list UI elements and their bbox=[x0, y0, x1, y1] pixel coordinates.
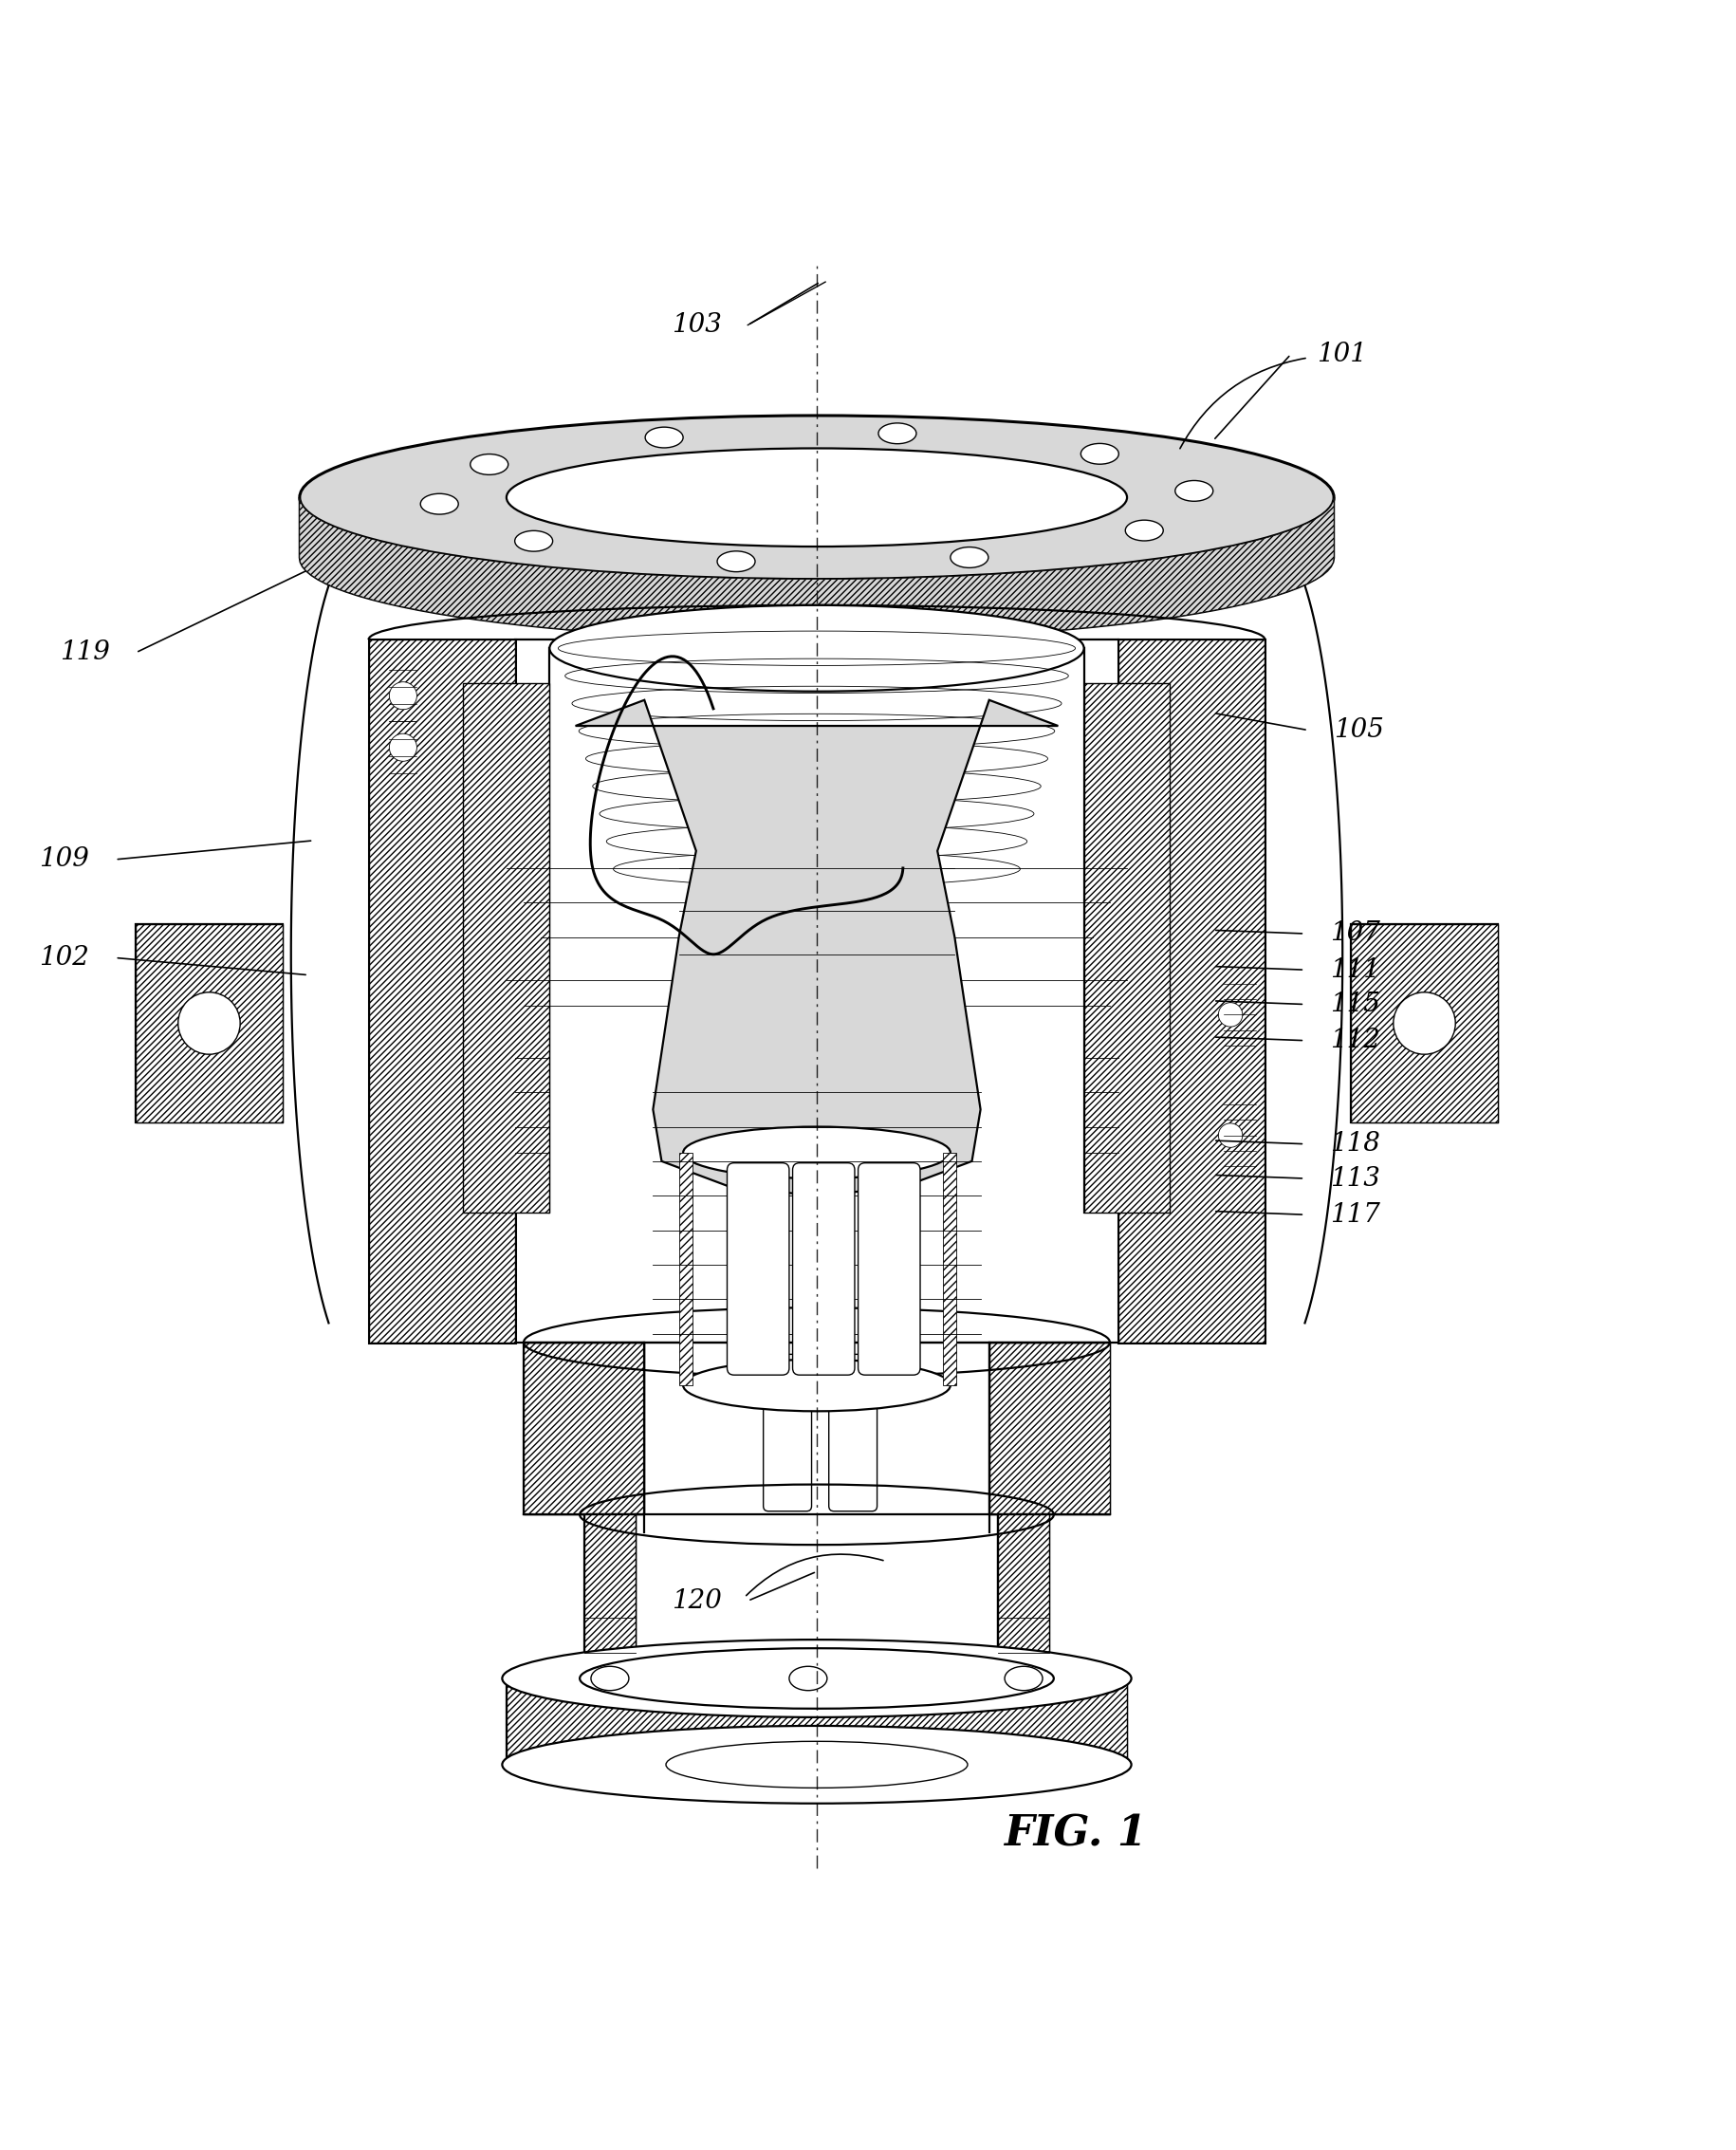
FancyBboxPatch shape bbox=[762, 1354, 811, 1511]
FancyBboxPatch shape bbox=[524, 1342, 644, 1514]
Text: 112: 112 bbox=[1330, 1028, 1380, 1054]
Text: 101: 101 bbox=[1316, 342, 1366, 368]
Text: 102: 102 bbox=[40, 946, 89, 970]
FancyBboxPatch shape bbox=[988, 1342, 1109, 1514]
FancyBboxPatch shape bbox=[135, 924, 283, 1122]
FancyBboxPatch shape bbox=[135, 924, 283, 1122]
Text: 107: 107 bbox=[1330, 920, 1380, 946]
Text: 117: 117 bbox=[1330, 1202, 1380, 1228]
Polygon shape bbox=[575, 701, 1057, 1195]
Ellipse shape bbox=[1125, 520, 1163, 542]
Ellipse shape bbox=[950, 546, 988, 568]
FancyBboxPatch shape bbox=[1351, 924, 1496, 1122]
FancyBboxPatch shape bbox=[368, 641, 516, 1342]
Ellipse shape bbox=[878, 424, 917, 443]
Ellipse shape bbox=[1175, 482, 1212, 501]
Text: 109: 109 bbox=[40, 847, 89, 873]
FancyBboxPatch shape bbox=[996, 1514, 1049, 1679]
Text: 105: 105 bbox=[1333, 718, 1384, 744]
FancyBboxPatch shape bbox=[858, 1163, 920, 1376]
Circle shape bbox=[179, 993, 240, 1054]
Ellipse shape bbox=[507, 449, 1127, 546]
FancyBboxPatch shape bbox=[368, 641, 516, 1342]
FancyBboxPatch shape bbox=[507, 1679, 1127, 1765]
Circle shape bbox=[1392, 993, 1455, 1054]
Ellipse shape bbox=[665, 1742, 967, 1789]
Ellipse shape bbox=[549, 604, 1083, 692]
FancyBboxPatch shape bbox=[996, 1514, 1049, 1679]
Ellipse shape bbox=[788, 1666, 826, 1690]
Ellipse shape bbox=[644, 428, 682, 447]
Text: 115: 115 bbox=[1330, 991, 1380, 1017]
Text: FIG. 1: FIG. 1 bbox=[1003, 1812, 1146, 1853]
FancyBboxPatch shape bbox=[507, 1679, 1127, 1765]
Ellipse shape bbox=[717, 550, 755, 572]
Ellipse shape bbox=[682, 1359, 950, 1410]
FancyBboxPatch shape bbox=[1083, 684, 1170, 1213]
FancyBboxPatch shape bbox=[583, 1514, 635, 1679]
Ellipse shape bbox=[1003, 1666, 1042, 1690]
Text: 120: 120 bbox=[672, 1589, 722, 1615]
Circle shape bbox=[389, 682, 417, 710]
Ellipse shape bbox=[514, 531, 552, 550]
Circle shape bbox=[389, 733, 417, 761]
Circle shape bbox=[1217, 1002, 1241, 1028]
FancyBboxPatch shape bbox=[727, 1163, 788, 1376]
Text: 118: 118 bbox=[1330, 1131, 1380, 1157]
FancyBboxPatch shape bbox=[1351, 924, 1496, 1122]
FancyBboxPatch shape bbox=[679, 1152, 693, 1385]
FancyBboxPatch shape bbox=[1118, 641, 1264, 1342]
Polygon shape bbox=[300, 497, 1333, 641]
Ellipse shape bbox=[502, 1726, 1130, 1804]
Ellipse shape bbox=[300, 415, 1333, 578]
FancyBboxPatch shape bbox=[1118, 641, 1264, 1342]
Ellipse shape bbox=[682, 1127, 950, 1178]
Text: 103: 103 bbox=[672, 312, 722, 338]
FancyBboxPatch shape bbox=[988, 1342, 1109, 1514]
FancyBboxPatch shape bbox=[524, 1342, 644, 1514]
Polygon shape bbox=[300, 497, 1333, 641]
FancyBboxPatch shape bbox=[943, 1152, 957, 1385]
Text: 119: 119 bbox=[59, 641, 109, 664]
FancyBboxPatch shape bbox=[464, 684, 549, 1213]
Ellipse shape bbox=[590, 1666, 628, 1690]
Text: 113: 113 bbox=[1330, 1165, 1380, 1191]
Ellipse shape bbox=[1080, 443, 1118, 464]
FancyBboxPatch shape bbox=[583, 1514, 635, 1679]
FancyBboxPatch shape bbox=[828, 1354, 877, 1511]
Ellipse shape bbox=[470, 454, 509, 475]
Ellipse shape bbox=[420, 495, 458, 514]
FancyBboxPatch shape bbox=[792, 1163, 854, 1376]
Ellipse shape bbox=[502, 1640, 1130, 1718]
Text: 111: 111 bbox=[1330, 957, 1380, 983]
Circle shape bbox=[1217, 1122, 1241, 1148]
